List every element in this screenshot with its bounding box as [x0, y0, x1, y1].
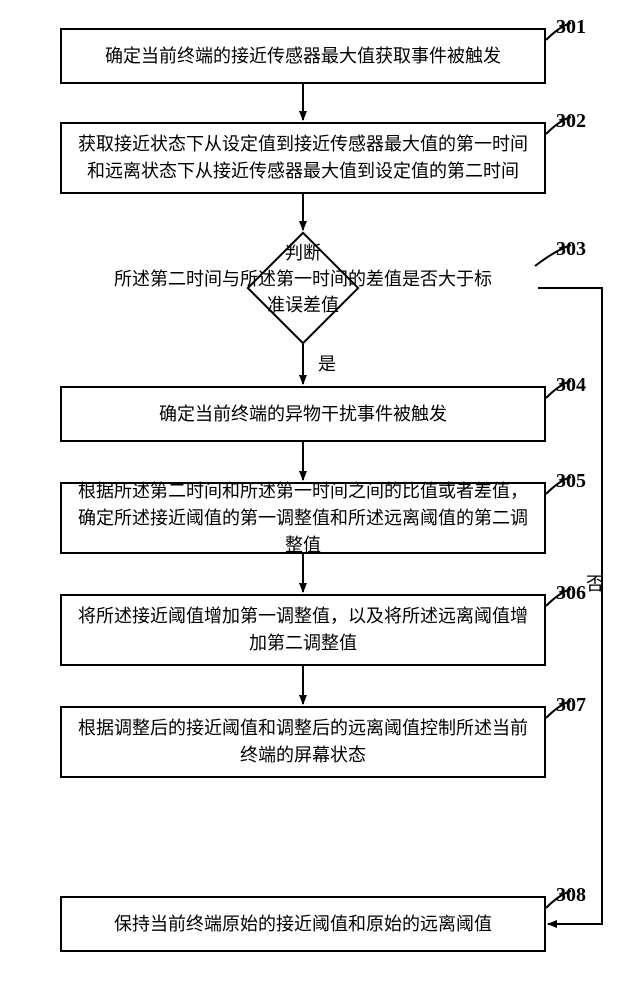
edge-no-label: 否 [586, 570, 604, 596]
step-302-text: 获取接近状态下从设定值到接近传感器最大值的第一时间和远离状态下从接近传感器最大值… [72, 131, 534, 185]
step-304: 确定当前终端的异物干扰事件被触发 [60, 386, 546, 442]
label-307: 307 [556, 694, 586, 717]
decision-303-line1: 判断 [73, 240, 533, 266]
decision-303: 判断 所述第二时间与所述第一时间的差值是否大于标 准误差值 [73, 232, 533, 344]
step-305-text: 根据所述第二时间和所述第一时间之间的比值或者差值，确定所述接近阈值的第一调整值和… [72, 478, 534, 559]
decision-303-label: 判断 所述第二时间与所述第一时间的差值是否大于标 准误差值 [73, 240, 533, 318]
label-308: 308 [556, 884, 586, 907]
flowchart-canvas: 确定当前终端的接近传感器最大值获取事件被触发 获取接近状态下从设定值到接近传感器… [0, 0, 643, 1000]
step-301: 确定当前终端的接近传感器最大值获取事件被触发 [60, 28, 546, 84]
step-308-text: 保持当前终端原始的接近阈值和原始的远离阈值 [114, 911, 492, 938]
edge-yes-label: 是 [318, 350, 336, 376]
label-305: 305 [556, 470, 586, 493]
label-303: 303 [556, 238, 586, 261]
decision-303-line2: 所述第二时间与所述第一时间的差值是否大于标 [73, 266, 533, 292]
decision-303-line3: 准误差值 [73, 292, 533, 318]
step-307-text: 根据调整后的接近阈值和调整后的远离阈值控制所述当前终端的屏幕状态 [72, 715, 534, 769]
step-306: 将所述接近阈值增加第一调整值，以及将所述远离阈值增加第二调整值 [60, 594, 546, 666]
step-307: 根据调整后的接近阈值和调整后的远离阈值控制所述当前终端的屏幕状态 [60, 706, 546, 778]
label-304: 304 [556, 374, 586, 397]
label-302: 302 [556, 110, 586, 133]
step-306-text: 将所述接近阈值增加第一调整值，以及将所述远离阈值增加第二调整值 [72, 603, 534, 657]
step-304-text: 确定当前终端的异物干扰事件被触发 [159, 401, 447, 428]
label-306: 306 [556, 582, 586, 605]
step-305: 根据所述第二时间和所述第一时间之间的比值或者差值，确定所述接近阈值的第一调整值和… [60, 482, 546, 554]
step-302: 获取接近状态下从设定值到接近传感器最大值的第一时间和远离状态下从接近传感器最大值… [60, 122, 546, 194]
step-308: 保持当前终端原始的接近阈值和原始的远离阈值 [60, 896, 546, 952]
step-301-text: 确定当前终端的接近传感器最大值获取事件被触发 [105, 43, 501, 70]
label-301: 301 [556, 16, 586, 39]
